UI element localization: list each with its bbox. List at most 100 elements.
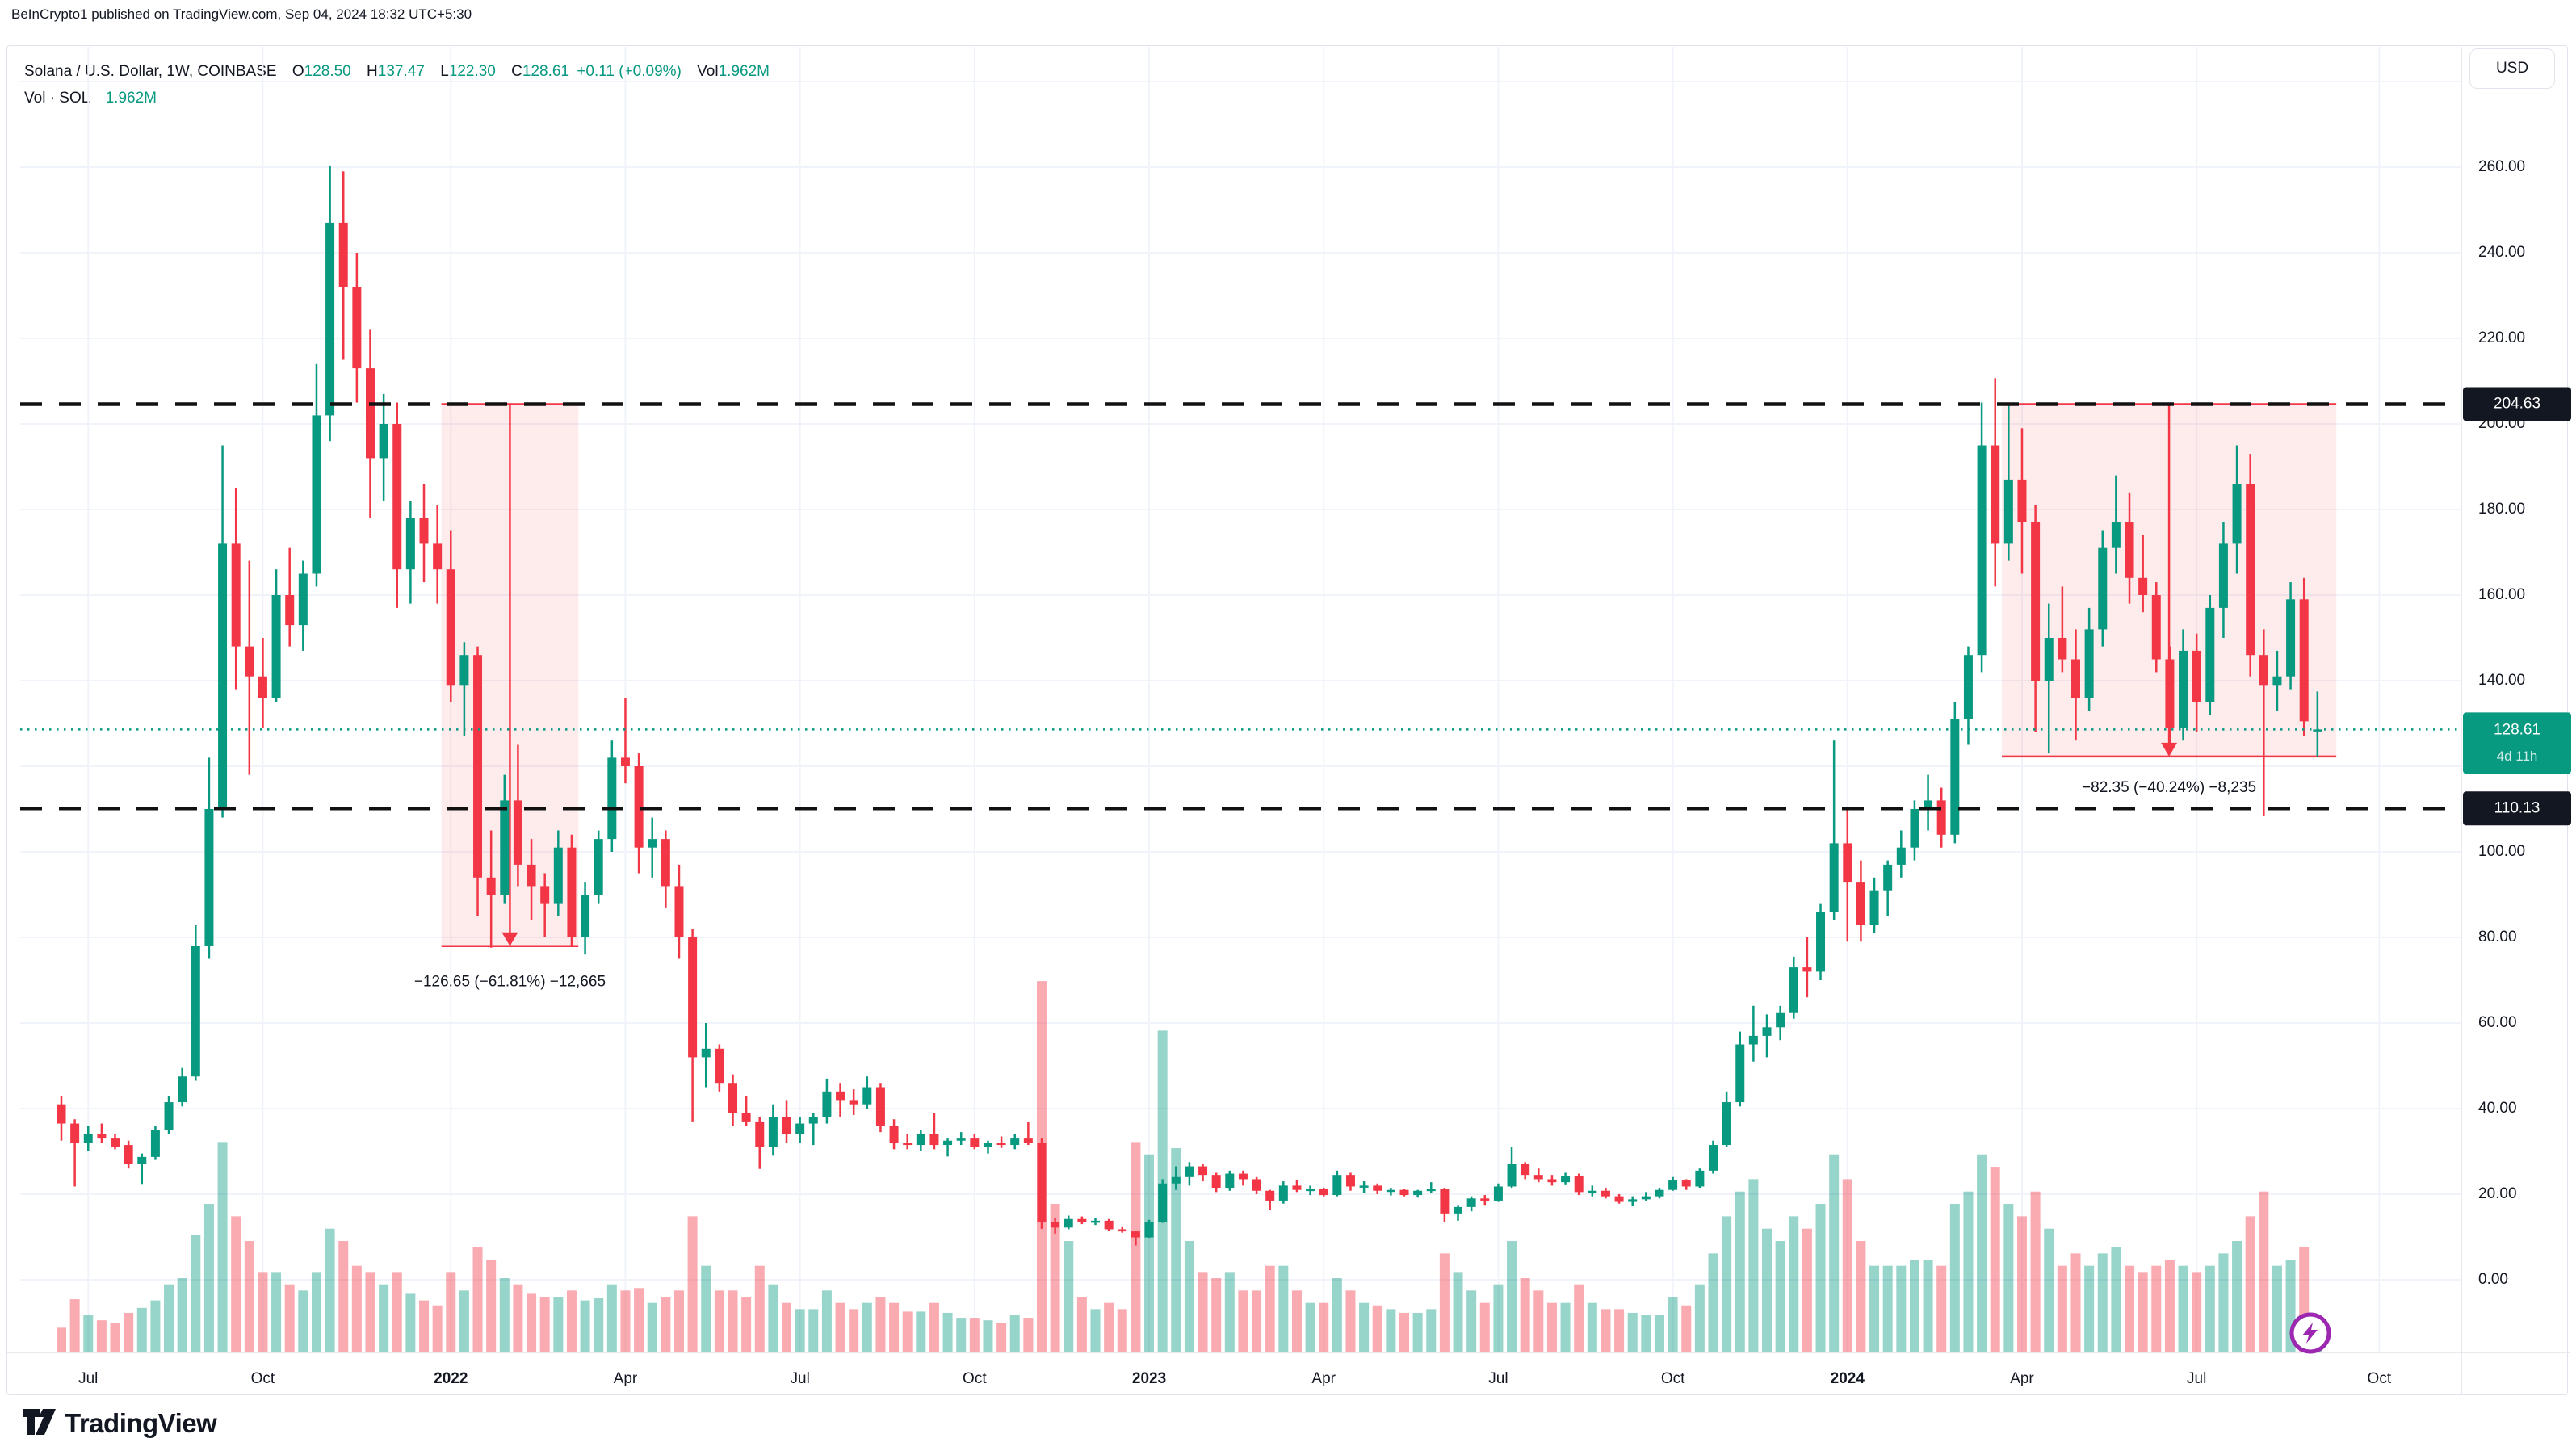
currency-toggle-button[interactable]: USD [2469,48,2555,89]
level-badge-text: 110.13 [2494,799,2540,816]
candle-body [2232,484,2242,544]
candle-body [634,766,644,848]
candle-wick [543,873,546,937]
candle-body [2125,522,2134,578]
candle-body [1856,882,1865,925]
candle-body [285,595,295,626]
candle-body [1547,1179,1557,1183]
volume-bar [231,1216,241,1352]
candle-body [2098,547,2108,630]
candle-body [782,1117,791,1134]
candle-body [164,1102,174,1130]
candle-body [768,1117,778,1147]
candle-body [1829,843,1839,912]
candle-body [1561,1176,1571,1183]
candle-body [2151,595,2161,660]
candle-wick [933,1113,936,1150]
countdown-text: 4d 11h [2497,748,2538,764]
candle-wick [1135,1231,1137,1246]
volume-bar [1359,1302,1370,1352]
volume-bar [258,1272,268,1352]
volume-bar [1949,1204,1960,1352]
volume-bar [1493,1284,1504,1352]
volume-bar [2272,1265,2282,1352]
volume-bar [647,1302,657,1352]
candle-body [1319,1189,1328,1196]
volume-bar [1681,1305,1692,1352]
symbol-legend[interactable]: Solana / U.S. Dollar, 1W, COINBASE O128.… [24,63,770,81]
measure-arrow-head [2161,742,2178,757]
volume-bar [2218,1253,2229,1352]
candle-body [298,573,308,626]
volume-bar [1775,1241,1785,1352]
candle-body [553,847,563,904]
volume-bar [1654,1315,1664,1352]
candle-wick [2142,535,2144,613]
candle-body [1588,1190,1597,1193]
candle-body [1091,1220,1101,1223]
candle-body [1708,1145,1718,1171]
candle-body [178,1076,187,1103]
candle-body [1037,1143,1047,1222]
price-chart-canvas[interactable]: −126.65 (−61.81%) −12,665 −82.35 (−40.24%… [0,45,2576,1455]
volume-bar [191,1235,201,1352]
candle-body [1883,864,1893,891]
candle-body [540,886,550,904]
attribution-text: BeInCrypto1 published on TradingView.com… [11,6,472,22]
volume-bar [2016,1216,2027,1352]
candle-body [1681,1180,1691,1187]
volume-bar [1856,1241,1866,1352]
candle-body [1843,843,1852,883]
candle-body [1077,1218,1087,1222]
candle-body [111,1138,120,1147]
volume-bar [1789,1216,1799,1352]
volume-bar [539,1297,550,1352]
flash-icon[interactable] [2288,1310,2333,1360]
ohlc-high-key: H [367,63,378,80]
volume-key: Vol [697,63,719,80]
volume-bar [1936,1265,1947,1352]
volume-bar [1842,1179,1852,1352]
candle-body [1051,1222,1060,1228]
candle-body [2272,676,2282,686]
candle-body [137,1156,147,1164]
time-axis-label: Apr [1311,1370,1336,1387]
volume-bar [1144,1154,1155,1352]
volume-bar [2070,1253,2081,1352]
ohlc-high-value: 137.47 [377,63,425,80]
candle-body [1023,1138,1033,1143]
volume-bar [728,1290,738,1352]
candle-body [97,1134,107,1139]
ohlc-change: +0.11 (+0.09%) [577,63,682,80]
volume-bar [1252,1290,1262,1352]
candle-body [715,1048,724,1084]
tradingview-logo[interactable]: TradingView [23,1408,217,1439]
time-axis-label: Oct [1661,1370,1685,1387]
volume-bar [782,1302,792,1352]
tradingview-logo-icon [23,1409,56,1435]
volume-indicator-legend[interactable]: Vol · SOL 1.962M [24,90,157,107]
last-price-badge [2463,712,2571,774]
candle-body [741,1113,751,1122]
volume-bar [1453,1272,1463,1352]
volume-bar [244,1241,254,1352]
volume-bar [325,1228,335,1352]
volume-bar [379,1284,389,1352]
candle-body [755,1121,765,1147]
candle-body [2192,650,2201,702]
volume-bar [124,1312,134,1352]
candle-wick [812,1113,815,1146]
candle-body [191,946,200,1077]
volume-bar [1117,1309,1127,1352]
volume-bar [513,1284,523,1352]
candle-body [849,1100,858,1105]
candle-body [1896,847,1906,865]
candle-wick [745,1096,748,1126]
volume-bar [1291,1290,1302,1352]
candle-body [1345,1175,1355,1187]
candle-body [419,518,429,544]
candle-body [124,1145,133,1164]
volume-bar [942,1312,953,1352]
price-axis-label: 160.00 [2478,586,2525,603]
candle-body [943,1140,953,1146]
